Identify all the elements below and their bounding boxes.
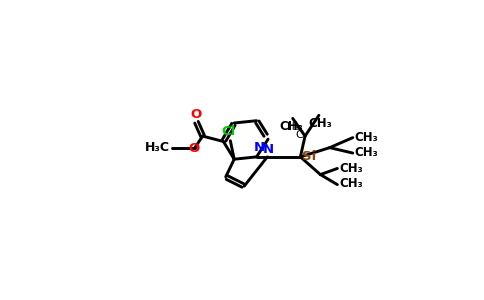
Text: Si: Si — [302, 150, 316, 164]
Text: O: O — [191, 108, 202, 121]
Text: CH₃: CH₃ — [339, 162, 363, 175]
Text: CH₃: CH₃ — [339, 177, 363, 190]
Text: N: N — [254, 141, 265, 154]
Text: C: C — [296, 130, 303, 140]
Text: CH₃: CH₃ — [309, 117, 333, 130]
Text: H₃C: H₃C — [145, 141, 169, 154]
Text: CH₃: CH₃ — [354, 131, 378, 144]
Text: CH₃: CH₃ — [279, 120, 303, 133]
Text: O: O — [189, 142, 200, 155]
Text: CH₃: CH₃ — [354, 146, 378, 159]
Text: N: N — [262, 143, 273, 156]
Text: Cl: Cl — [221, 124, 235, 138]
Text: H₃: H₃ — [287, 122, 299, 132]
